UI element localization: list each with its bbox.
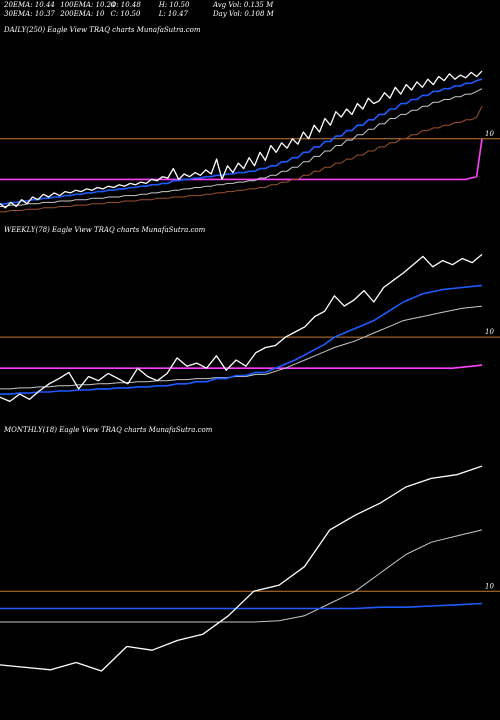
close-value: C: 10.50	[110, 10, 141, 18]
day-volume-value: Day Vol: 0.108 M	[212, 10, 274, 18]
price-line	[0, 70, 483, 209]
price-line	[0, 465, 483, 672]
open-value: O: 10.48	[110, 1, 141, 9]
ema-brown-line	[0, 106, 483, 213]
level-tick-label: 10	[485, 328, 494, 336]
ema-blue-line	[0, 602, 483, 610]
level-tick-label: 10	[485, 130, 494, 138]
level-tick-label: 10	[485, 582, 494, 590]
high-value: H: 10.50	[158, 1, 190, 9]
monthly-chart: 10	[0, 465, 500, 672]
ema100-value: 100EMA: 10.24	[60, 1, 116, 9]
stats-row-2: 30EMA: 10.37 200EMA: 10 C: 10.50 L: 10.4…	[4, 10, 293, 19]
ema30-value: 30EMA: 10.37	[4, 10, 55, 18]
price-line	[0, 253, 483, 403]
ema-magenta-line	[0, 364, 483, 369]
ema-grey-line	[0, 88, 483, 207]
stats-row-1: 20EMA: 10.44 100EMA: 10.24 O: 10.48 H: 1…	[4, 1, 293, 10]
ema-blue-line	[0, 284, 483, 395]
ema200-value: 200EMA: 10	[60, 10, 105, 18]
ema-grey-line	[0, 305, 483, 390]
ema-grey-line	[0, 529, 483, 623]
stats-header: 20EMA: 10.44 100EMA: 10.24 O: 10.48 H: 1…	[4, 1, 293, 19]
ema20-value: 20EMA: 10.44	[4, 1, 55, 9]
ema-blue-line	[0, 78, 483, 205]
daily-chart: 10	[0, 70, 500, 213]
low-value: L: 10.47	[158, 10, 188, 18]
ema-magenta-line	[0, 138, 483, 181]
avg-volume-value: Avg Vol: 0.135 M	[212, 1, 274, 9]
daily-chart-title: DAILY(250) Eagle View TRAQ charts Munafa…	[4, 26, 201, 34]
weekly-chart: 10	[0, 253, 500, 403]
monthly-chart-title: MONTHLY(18) Eagle View TRAQ charts Munaf…	[4, 426, 213, 434]
weekly-chart-title: WEEKLY(78) Eagle View TRAQ charts Munafa…	[4, 226, 206, 234]
